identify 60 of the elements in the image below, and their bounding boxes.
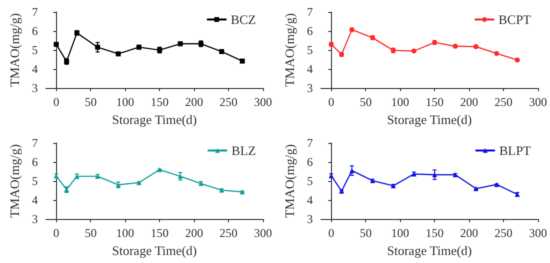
x-tick-label: 150 (426, 95, 444, 110)
y-tick-label: 6 (32, 155, 38, 170)
x-tick-label: 300 (254, 95, 272, 110)
x-axis-title: Storage Time(d) (112, 243, 197, 258)
y-tick-label: 3 (306, 212, 313, 226)
y-tick-label: 7 (306, 136, 313, 150)
x-tick-label: 0 (53, 226, 60, 240)
x-tick-label: 200 (460, 95, 478, 110)
y-axis-title: TMAO(mg/g) (7, 13, 22, 87)
x-tick-label: 300 (529, 226, 547, 240)
x-tick-label: 300 (529, 95, 547, 110)
y-tick-label: 7 (32, 136, 38, 150)
x-axis-title: Storage Time(d) (387, 243, 472, 258)
x-tick-label: 100 (116, 226, 134, 240)
legend-label: BCPT (498, 12, 532, 27)
x-tick-label: 50 (84, 226, 97, 240)
y-tick-label: 5 (32, 174, 38, 188)
y-tick-label: 6 (32, 24, 38, 38)
y-tick-label: 5 (306, 43, 313, 58)
x-axis-title: Storage Time(d) (112, 112, 197, 127)
legend-label: BLZ (231, 143, 256, 158)
legend-label: BCZ (230, 12, 256, 27)
y-axis-title: TMAO(mg/g) (282, 144, 297, 218)
x-tick-label: 300 (254, 226, 272, 240)
x-tick-label: 250 (494, 226, 513, 240)
x-tick-label: 50 (84, 95, 97, 110)
x-tick-label: 200 (460, 226, 478, 240)
x-tick-label: 250 (220, 95, 238, 110)
x-tick-label: 250 (494, 95, 513, 110)
y-tick-label: 7 (306, 5, 313, 19)
x-tick-label: 150 (150, 226, 169, 240)
x-tick-label: 150 (150, 95, 169, 110)
y-tick-label: 3 (306, 81, 313, 96)
y-tick-label: 7 (32, 5, 38, 19)
y-tick-label: 6 (306, 24, 313, 38)
x-tick-label: 100 (116, 95, 134, 110)
y-tick-label: 4 (32, 62, 38, 76)
y-tick-label: 4 (306, 62, 313, 76)
x-tick-label: 150 (426, 226, 444, 240)
x-tick-label: 0 (328, 226, 334, 240)
x-tick-label: 0 (53, 95, 60, 110)
y-tick-label: 4 (306, 193, 313, 208)
y-tick-label: 3 (32, 212, 38, 226)
x-tick-label: 250 (220, 226, 238, 240)
legend-label: BLPT (499, 143, 532, 158)
y-axis-title: TMAO(mg/g) (7, 144, 22, 218)
y-tick-label: 5 (32, 43, 38, 58)
x-tick-label: 200 (185, 226, 204, 240)
y-axis-title: TMAO(mg/g) (282, 13, 297, 87)
y-tick-label: 4 (32, 193, 38, 208)
x-tick-label: 50 (360, 226, 372, 240)
x-tick-label: 200 (185, 95, 204, 110)
y-tick-label: 3 (32, 81, 38, 96)
y-tick-label: 6 (306, 155, 313, 170)
y-tick-label: 5 (306, 174, 313, 188)
x-axis-title: Storage Time(d) (387, 112, 472, 127)
x-tick-label: 0 (328, 95, 334, 110)
x-tick-label: 50 (360, 95, 372, 110)
x-tick-label: 100 (391, 226, 410, 240)
x-tick-label: 100 (391, 95, 410, 110)
